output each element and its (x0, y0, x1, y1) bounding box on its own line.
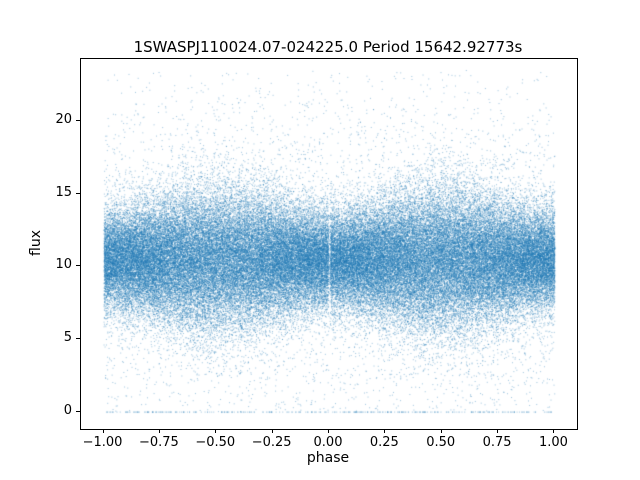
x-tick-label: −0.75 (138, 435, 179, 450)
y-tick-label: 10 (55, 257, 72, 273)
y-tick-label: 15 (55, 184, 72, 200)
x-tick-label: 0.50 (426, 435, 456, 450)
y-tick-mark (76, 410, 80, 412)
x-tick-label: 0.00 (313, 435, 343, 450)
x-tick-mark (553, 429, 555, 433)
y-axis-label: flux (28, 230, 44, 256)
x-axis-label: phase (306, 450, 350, 466)
x-tick-mark (497, 429, 499, 433)
x-tick-mark (158, 429, 160, 433)
x-tick-label: −0.50 (195, 435, 236, 450)
x-tick-mark (271, 429, 273, 433)
x-tick-mark (102, 429, 104, 433)
y-tick-mark (76, 338, 80, 340)
scatter-points-canvas (81, 59, 577, 429)
y-tick-mark (76, 192, 80, 194)
x-tick-mark (384, 429, 386, 433)
y-tick-label: 5 (63, 330, 72, 346)
x-tick-mark (440, 429, 442, 433)
x-tick-label: −1.00 (82, 435, 123, 450)
x-tick-label: 0.75 (482, 435, 512, 450)
y-tick-mark (76, 120, 80, 122)
chart-title: 1SWASPJ110024.07-024225.0 Period 15642.9… (133, 38, 523, 56)
x-tick-mark (328, 429, 329, 433)
x-tick-label: 0.25 (369, 435, 399, 450)
y-tick-mark (76, 265, 80, 267)
x-tick-mark (215, 429, 217, 433)
plot-area (80, 58, 578, 430)
x-tick-label: −0.25 (251, 435, 292, 450)
y-tick-label: 20 (55, 112, 72, 128)
x-tick-label: 1.00 (538, 435, 568, 450)
y-tick-label: 0 (63, 402, 72, 418)
